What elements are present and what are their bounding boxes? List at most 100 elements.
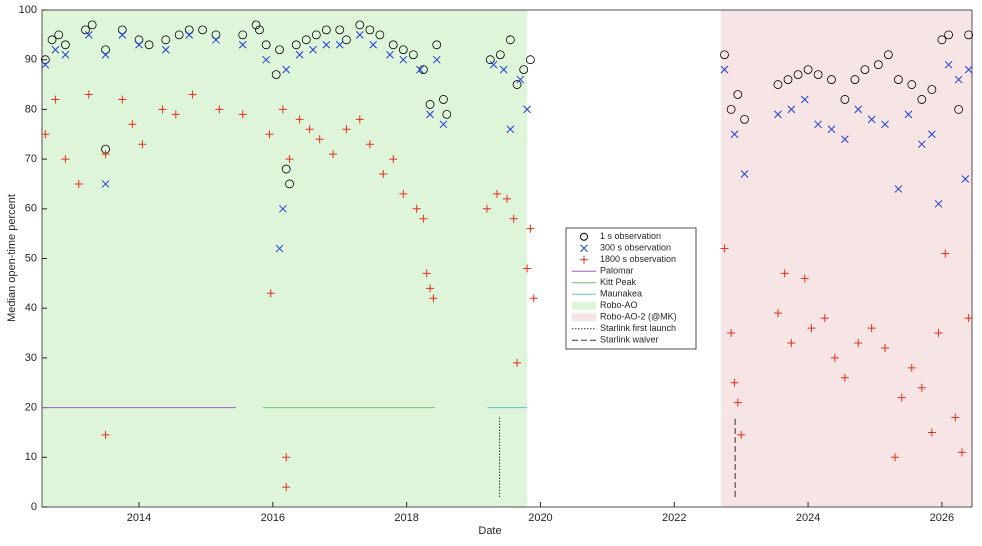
legend-label: Starlink first launch	[600, 323, 676, 333]
data-point	[944, 30, 953, 40]
data-point	[74, 179, 83, 188]
data-point	[854, 338, 863, 347]
data-point	[827, 125, 836, 134]
data-point	[873, 60, 883, 70]
data-point	[211, 30, 221, 40]
data-point	[399, 189, 408, 198]
data-point	[282, 453, 291, 462]
data-point	[523, 105, 531, 114]
data-point	[425, 100, 435, 109]
y-tick-label: 70	[25, 153, 37, 165]
data-point	[917, 383, 926, 392]
data-point	[426, 284, 435, 293]
data-point	[492, 189, 501, 198]
x-tick-label: 2020	[528, 512, 552, 524]
data-point	[301, 35, 311, 45]
data-point	[40, 55, 50, 65]
data-point	[499, 65, 508, 74]
region	[42, 10, 528, 507]
data-point	[61, 50, 70, 59]
y-tick-label: 30	[25, 352, 37, 364]
data-point	[61, 155, 70, 164]
data-point	[408, 50, 418, 60]
data-point	[489, 60, 498, 69]
data-point	[907, 80, 917, 89]
data-point	[101, 150, 110, 159]
data-point	[894, 185, 903, 193]
data-point	[730, 130, 739, 139]
legend-label: Robo-AO	[600, 300, 638, 310]
data-point	[774, 110, 782, 119]
data-point	[495, 50, 505, 60]
data-point	[117, 25, 127, 35]
data-point	[941, 249, 950, 258]
data-point	[720, 65, 729, 74]
data-point	[881, 120, 889, 129]
data-point	[720, 244, 729, 253]
data-point	[422, 269, 431, 278]
data-point	[432, 40, 442, 50]
x-tick-label: 2022	[662, 512, 686, 524]
data-point	[184, 25, 194, 35]
data-point	[185, 30, 194, 39]
data-point	[398, 45, 408, 55]
data-point	[118, 30, 127, 39]
data-point	[342, 125, 351, 134]
y-tick-label: 50	[25, 252, 37, 264]
data-point	[860, 65, 870, 75]
data-point	[803, 65, 813, 75]
data-point	[275, 45, 284, 55]
y-tick-label: 0	[31, 501, 37, 513]
data-point	[271, 70, 281, 80]
y-tick-label: 20	[25, 402, 37, 414]
data-point	[47, 35, 57, 45]
data-point	[513, 358, 522, 367]
data-point	[51, 95, 60, 104]
data-point	[867, 115, 876, 124]
data-point	[365, 25, 375, 35]
data-point	[379, 170, 388, 179]
legend-label: 300 s observation	[600, 243, 671, 253]
data-point	[505, 35, 515, 45]
data-point	[215, 105, 224, 114]
data-point	[917, 95, 927, 104]
legend-symbol	[572, 313, 596, 322]
data-point	[322, 40, 331, 49]
data-point	[897, 393, 906, 402]
legend-label: Starlink waiver	[600, 335, 659, 345]
data-point	[512, 80, 522, 89]
data-point	[927, 428, 936, 437]
legend-label: Kitt Peak	[600, 277, 637, 287]
legend-symbol	[580, 255, 588, 264]
data-point	[54, 30, 64, 40]
data-point	[482, 204, 491, 213]
data-point	[783, 75, 793, 84]
data-point	[41, 130, 50, 139]
data-point	[526, 55, 535, 65]
data-point	[730, 378, 739, 387]
data-point	[335, 40, 344, 49]
y-tick-label: 10	[25, 451, 37, 463]
data-point	[128, 120, 137, 129]
legend-label: 1 s observation	[600, 231, 661, 241]
data-point	[342, 35, 351, 45]
data-point	[519, 65, 529, 75]
data-point	[51, 45, 60, 54]
data-point	[773, 80, 783, 89]
data-point	[365, 140, 374, 149]
x-axis-label: Date	[478, 525, 501, 537]
data-point	[740, 170, 749, 178]
data-point	[281, 164, 291, 174]
data-point	[820, 314, 829, 323]
data-point	[961, 175, 970, 183]
data-point	[800, 274, 809, 283]
y-tick-label: 100	[19, 4, 37, 16]
data-point	[442, 109, 452, 119]
data-point	[840, 95, 850, 104]
region	[721, 10, 972, 507]
data-point	[432, 55, 441, 64]
x-tick-label: 2026	[930, 512, 954, 524]
data-point	[275, 244, 284, 253]
